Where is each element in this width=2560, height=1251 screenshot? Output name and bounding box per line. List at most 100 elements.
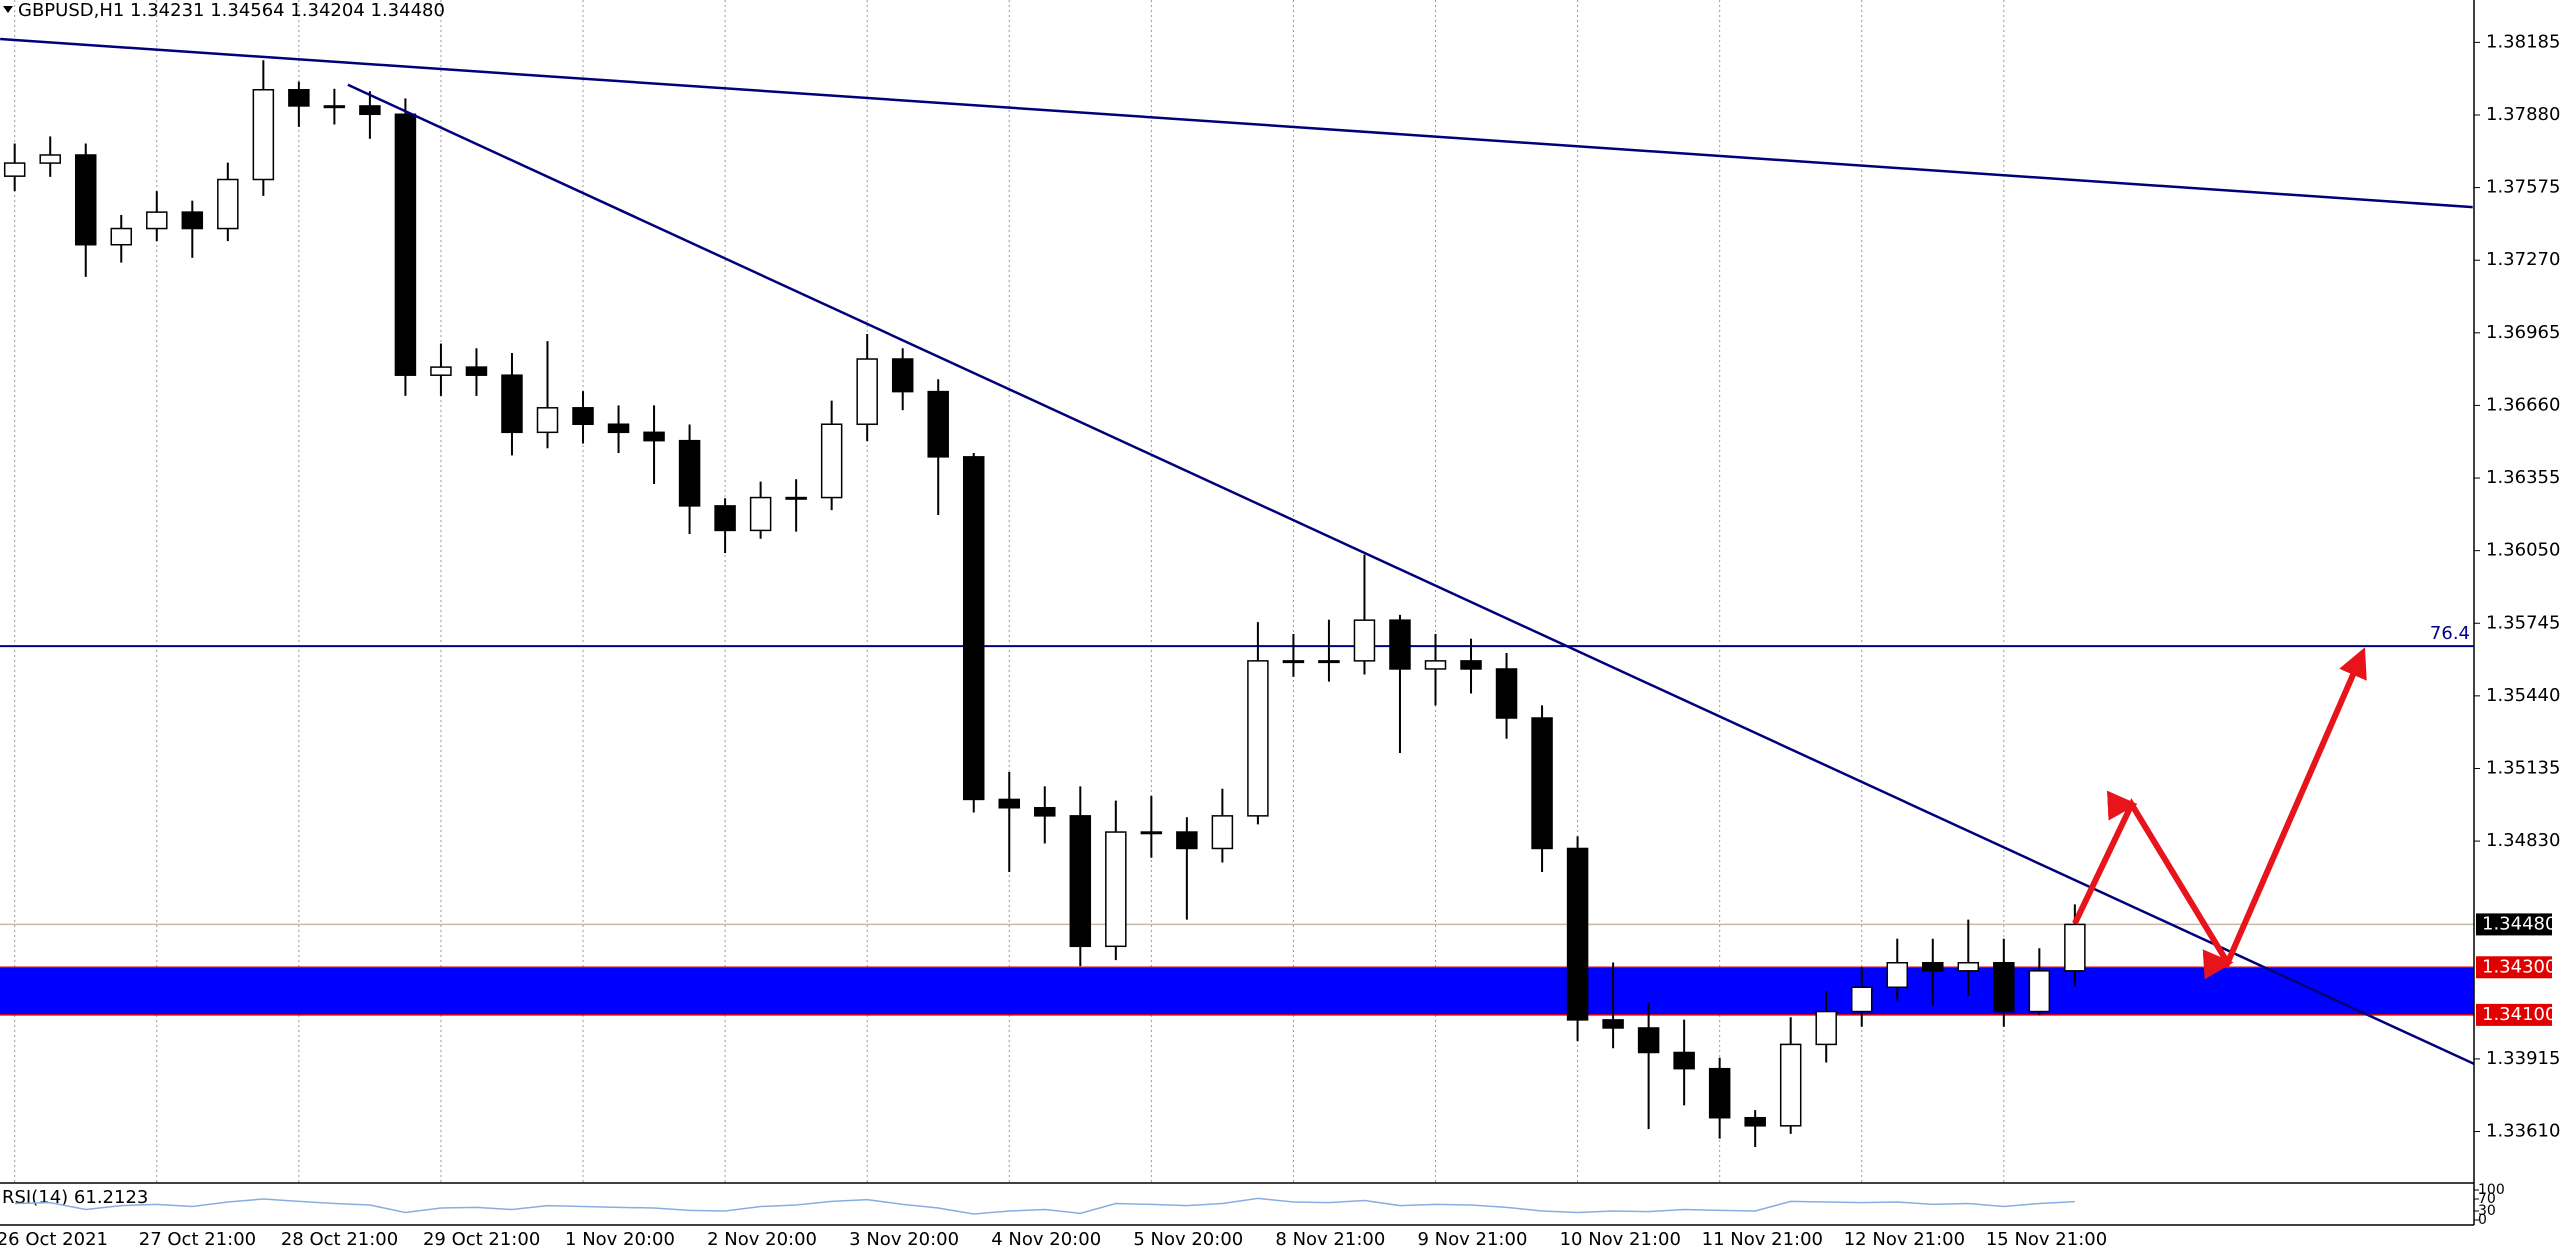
candle-body: [572, 407, 594, 425]
candle-body: [323, 105, 346, 109]
x-tick-label: 29 Oct 21:00: [423, 1229, 540, 1250]
candle-body: [1460, 660, 1482, 670]
x-tick-label: 2 Nov 20:00: [707, 1229, 817, 1250]
y-tick-label: 1.38185: [2486, 31, 2560, 52]
price-tag: [2476, 956, 2552, 979]
rsi-tick-label: 70: [2478, 1191, 2496, 1207]
candle-body: [607, 423, 630, 434]
candle-body: [1531, 717, 1553, 850]
candle-body: [749, 496, 772, 532]
y-tick-label: 1.36355: [2486, 467, 2560, 488]
candle-body: [1993, 961, 2015, 1013]
candle-body: [465, 366, 488, 376]
candle-body: [3, 162, 26, 177]
candle-body: [39, 154, 61, 164]
candle-body: [1957, 961, 1980, 972]
candle-body: [856, 358, 878, 425]
candle-body: [1673, 1051, 1695, 1070]
menu-triangle: [3, 6, 13, 13]
candle-body: [1176, 831, 1198, 850]
y-tick-label: 1.37270: [2486, 249, 2560, 270]
candle-body: [678, 439, 701, 507]
candle-body: [927, 390, 949, 458]
price-tag-label: 1.34300: [2482, 956, 2556, 977]
y-tick-label: 1.37880: [2486, 104, 2560, 125]
forecast-arrow: [2072, 647, 2367, 980]
x-tick-label: 10 Nov 21:00: [1560, 1229, 1681, 1250]
candle-body: [1247, 660, 1269, 817]
candle-body: [1566, 847, 1589, 1021]
x-tick-label: 12 Nov 21:00: [1844, 1229, 1965, 1250]
price-tag: [2476, 913, 2552, 936]
candle-body: [501, 374, 523, 434]
y-tick-label: 1.37575: [2486, 177, 2560, 198]
candle-body: [820, 423, 843, 499]
candle-body: [1353, 619, 1376, 662]
x-tick-label: 8 Nov 21:00: [1275, 1229, 1385, 1250]
candle-body: [1140, 831, 1163, 835]
candle-body: [430, 366, 452, 376]
plot-area: [0, 0, 2474, 1182]
candle-body: [1389, 619, 1411, 670]
candle-body: [2064, 923, 2086, 972]
x-tick-label: 15 Nov 21:00: [1986, 1229, 2107, 1250]
candle-body: [1708, 1067, 1731, 1119]
candle-body: [891, 358, 914, 393]
x-tick-label: 5 Nov 20:00: [1133, 1229, 1243, 1250]
x-tick-label: 9 Nov 21:00: [1418, 1229, 1528, 1250]
candle-body: [1602, 1019, 1624, 1029]
candle-body: [1922, 961, 1944, 972]
rsi-tick-label: 100: [2478, 1182, 2505, 1198]
y-tick-label: 1.36050: [2486, 540, 2560, 561]
candle-body: [1069, 815, 1092, 948]
y-tick-label: 1.34830: [2486, 830, 2560, 851]
x-tick-label: 4 Nov 20:00: [991, 1229, 1101, 1250]
candle-body: [1815, 1010, 1837, 1046]
x-tick-label: 1 Nov 20:00: [565, 1229, 675, 1250]
y-tick-label: 1.35745: [2486, 612, 2560, 633]
candle-body: [217, 178, 239, 230]
candle-body: [181, 211, 204, 230]
candle-body: [394, 113, 417, 376]
candle-body: [288, 89, 310, 107]
rsi-line: [14, 1197, 2075, 1215]
candle-body: [1886, 961, 1909, 989]
price-tag-label: 1.34100: [2482, 1004, 2556, 1025]
x-tick-label: 3 Nov 20:00: [849, 1229, 959, 1250]
candle-body: [785, 496, 807, 500]
candle-body: [1779, 1043, 1802, 1127]
price-tag: [2476, 1003, 2552, 1026]
chart-title: GBPUSD,H1 1.34231 1.34564 1.34204 1.3448…: [18, 0, 445, 21]
candle-body: [536, 407, 559, 434]
rsi-tick-label: 30: [2478, 1203, 2496, 1219]
x-tick-label: 11 Nov 21:00: [1702, 1229, 1823, 1250]
candle-body: [643, 431, 665, 442]
candle-body: [252, 89, 275, 181]
rsi-tick-label: 0: [2478, 1212, 2487, 1228]
y-tick-label: 1.33610: [2486, 1121, 2560, 1142]
candle-body: [1282, 660, 1305, 664]
candle-body: [1744, 1116, 1766, 1127]
candle-body: [1318, 660, 1340, 664]
y-tick-label: 1.33915: [2486, 1048, 2560, 1069]
candle-body: [1424, 660, 1447, 670]
candle-body: [146, 211, 168, 230]
x-tick-label: 26 Oct 2021: [0, 1229, 108, 1250]
x-tick-label: 28 Oct 21:00: [281, 1229, 398, 1250]
candle-body: [1105, 831, 1127, 948]
candle-body: [962, 456, 985, 801]
candle-body: [2028, 970, 2051, 1013]
candle-body: [1495, 668, 1518, 719]
candle-body: [1637, 1027, 1660, 1054]
support-zone: [0, 967, 2474, 1015]
y-tick-label: 1.36965: [2486, 322, 2560, 343]
candle-body: [1034, 807, 1056, 817]
x-tick-label: 27 Oct 21:00: [139, 1229, 256, 1250]
price-tag-label: 1.34480: [2482, 913, 2556, 934]
candle-body: [1850, 986, 1873, 1013]
y-tick-label: 1.36660: [2486, 394, 2560, 415]
candle-body: [110, 227, 133, 246]
y-tick-label: 1.35135: [2486, 757, 2560, 778]
